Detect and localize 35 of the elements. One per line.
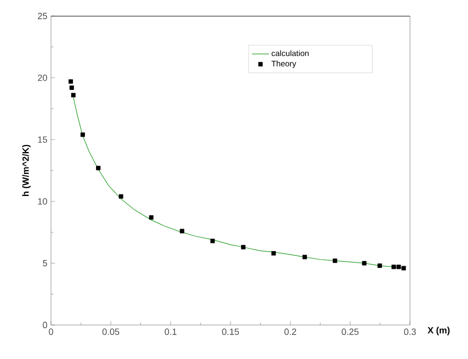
point [302,254,307,260]
point [271,251,276,256]
point [149,215,154,220]
point [180,228,184,234]
point [396,264,401,270]
x-axis-title: X (m) [428,326,450,336]
point [392,264,396,270]
y-tick-label: 20 [38,74,48,81]
point [378,263,382,268]
point [241,244,246,250]
y-tick-label: 10 [38,198,48,205]
point [118,194,124,199]
y-tick-label: 15 [38,136,48,143]
legend-label: calculation [272,50,309,56]
x-tick-label: 0.3 [404,328,416,335]
point [210,238,215,244]
x-tick-label: 0.2 [284,328,296,335]
point [70,85,74,90]
y-tick-label: 25 [38,12,48,20]
legend-label: Theory [271,60,296,68]
point [68,79,73,84]
point [80,132,85,137]
point [71,92,76,98]
y-tick-label: 0 [42,322,48,328]
point [332,258,338,263]
x-tick-label: 0 [48,328,54,335]
x-tick-label: 0.1 [164,328,176,335]
x-tick-label: 0.25 [342,328,359,335]
point [96,166,100,170]
point [362,261,366,266]
y-tick-label: 5 [42,260,48,266]
x-tick-label: 0.15 [222,328,239,335]
y-axis-title: h (W/m^2/K) [22,144,31,196]
x-tick-label: 0.05 [102,328,120,335]
point [401,266,406,270]
